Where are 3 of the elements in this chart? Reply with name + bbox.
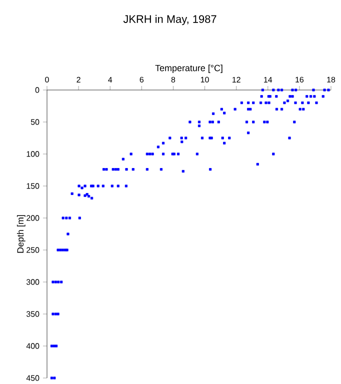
y-axis-title: Depth [m]	[16, 215, 26, 253]
chart-title: JKRH in May, 1987	[123, 14, 216, 26]
x-axis-title: Temperature [°C]	[155, 64, 222, 73]
